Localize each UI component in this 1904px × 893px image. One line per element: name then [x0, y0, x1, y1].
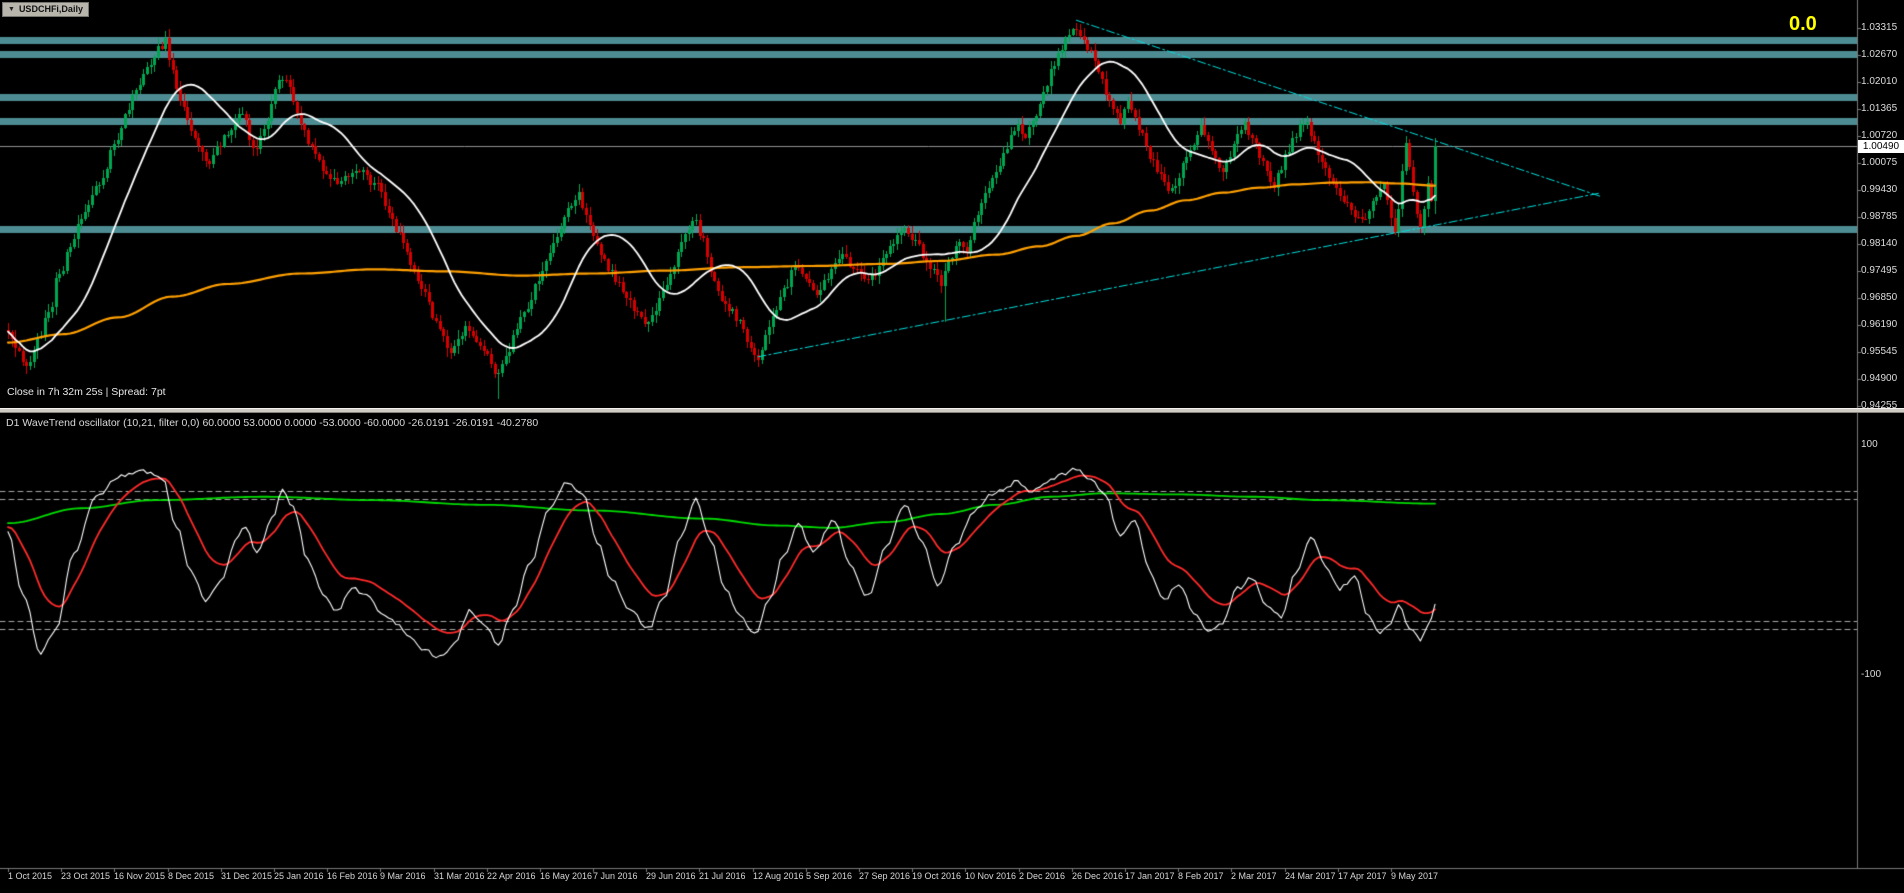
time-axis-label: 10 Nov 2016: [965, 871, 1017, 881]
time-axis-label: 19 Oct 2016: [912, 871, 962, 881]
time-axis-label: 31 Mar 2016: [434, 871, 485, 881]
close-countdown-label: Close in 7h 32m 25s | Spread: 7pt: [7, 386, 166, 398]
time-axis-label: 17 Jan 2017: [1125, 871, 1175, 881]
time-axis-label: 17 Apr 2017: [1338, 871, 1387, 881]
time-axis-label: 2 Dec 2016: [1019, 871, 1066, 881]
price-axis-label: 0.97495: [1861, 265, 1898, 276]
indicator-header: D1 WaveTrend oscillator (10,21, filter 0…: [6, 417, 539, 429]
time-axis-label: 2 Mar 2017: [1231, 871, 1277, 881]
collapse-icon[interactable]: ▼: [8, 6, 15, 13]
price-axis-label: 1.00720: [1861, 130, 1898, 141]
time-axis-label: 16 May 2016: [540, 871, 593, 881]
price-axis-label: 0.98140: [1861, 238, 1898, 249]
price-axis-label: 0.96190: [1861, 319, 1898, 330]
time-axis-label: 9 May 2017: [1391, 871, 1439, 881]
time-axis-label: 29 Jun 2016: [646, 871, 696, 881]
price-axis-label: 0.94255: [1861, 400, 1898, 411]
time-axis-label: 24 Mar 2017: [1285, 871, 1336, 881]
time-axis-label: 23 Oct 2015: [61, 871, 111, 881]
time-axis-label: 1 Oct 2015: [8, 871, 53, 881]
price-axis-label: 0.94900: [1861, 373, 1898, 384]
time-axis-label: 25 Jan 2016: [274, 871, 324, 881]
price-axis-label: 1.00075: [1861, 157, 1898, 168]
price-axis-label: 1.02670: [1861, 49, 1898, 60]
time-axis-label: 12 Aug 2016: [753, 871, 804, 881]
indicator-scale-bottom: -100: [1861, 669, 1882, 680]
time-axis-label: 31 Dec 2015: [221, 871, 273, 881]
price-axis-label: 1.02010: [1861, 76, 1898, 87]
time-axis-label: 9 Mar 2016: [380, 871, 426, 881]
time-axis-label: 8 Dec 2015: [168, 871, 215, 881]
time-axis-label: 8 Feb 2017: [1178, 871, 1224, 881]
time-axis-label: 7 Jun 2016: [593, 871, 638, 881]
price-axis-label: 1.03315: [1861, 22, 1898, 33]
current-price-tag: 1.00490: [1858, 140, 1904, 153]
panel-separator[interactable]: [0, 408, 1904, 413]
time-axis-label: 16 Nov 2015: [114, 871, 166, 881]
symbol-label: USDCHFi,Daily: [18, 4, 83, 14]
price-axis-label: 0.98785: [1861, 211, 1898, 222]
indicator-scale-top: 100: [1861, 439, 1878, 450]
time-axis-label: 27 Sep 2016: [859, 871, 911, 881]
time-axis-label: 16 Feb 2016: [327, 871, 378, 881]
time-axis-label: 26 Dec 2016: [1072, 871, 1124, 881]
price-axis-label: 0.95545: [1861, 346, 1898, 357]
symbol-window-chip[interactable]: ▼ USDCHFi,Daily: [2, 2, 89, 17]
price-axis-label: 0.99430: [1861, 184, 1898, 195]
fib-level-label: 0.0: [1789, 13, 1817, 35]
time-axis-label: 22 Apr 2016: [487, 871, 536, 881]
time-axis-label: 21 Jul 2016: [699, 871, 746, 881]
price-axis-label: 0.96850: [1861, 292, 1898, 303]
time-axis-label: 5 Sep 2016: [806, 871, 853, 881]
price-axis-label: 1.01365: [1861, 103, 1898, 114]
